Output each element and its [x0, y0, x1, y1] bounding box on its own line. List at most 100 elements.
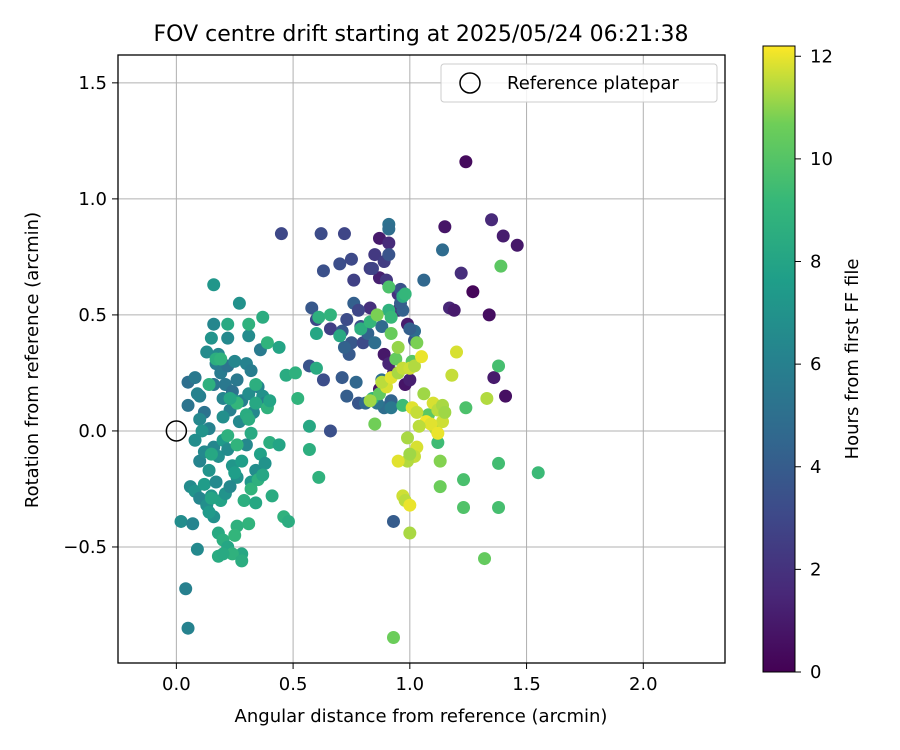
- data-point: [403, 526, 417, 540]
- colorbar-tick-label: 4: [810, 457, 821, 478]
- data-point: [386, 630, 400, 644]
- data-point: [482, 308, 496, 322]
- data-point: [478, 552, 492, 566]
- plot-frame: [117, 54, 726, 664]
- data-point: [174, 514, 188, 528]
- data-point: [433, 454, 447, 468]
- data-point: [265, 489, 279, 503]
- data-point: [272, 438, 286, 452]
- y-tick-label: 1.5: [78, 73, 107, 94]
- colorbar-tick-label: 10: [810, 149, 833, 170]
- y-tick-label: 0.0: [78, 421, 107, 442]
- data-point: [457, 473, 471, 487]
- data-point: [181, 398, 195, 412]
- data-point: [333, 329, 347, 343]
- colorbar-tick-label: 8: [810, 252, 821, 273]
- y-tick-label: 1.0: [78, 189, 107, 210]
- data-point: [291, 391, 305, 405]
- data-point: [492, 456, 506, 470]
- data-point: [433, 480, 447, 494]
- data-point: [204, 447, 218, 461]
- data-point: [382, 236, 396, 250]
- data-point: [347, 273, 361, 287]
- data-point: [181, 621, 195, 635]
- data-point: [256, 310, 270, 324]
- data-point: [179, 582, 193, 596]
- data-point: [487, 371, 501, 385]
- data-point: [335, 371, 349, 385]
- data-point: [312, 310, 326, 324]
- x-axis-label: Angular distance from reference (arcmin): [235, 706, 608, 727]
- data-point: [230, 438, 244, 452]
- colorbar-tick-label: 12: [810, 46, 833, 67]
- data-point: [188, 371, 202, 385]
- data-point: [288, 366, 302, 380]
- data-point: [410, 336, 424, 350]
- data-point: [195, 424, 209, 438]
- data-point: [228, 528, 242, 542]
- data-point: [375, 320, 389, 334]
- data-point: [403, 447, 417, 461]
- x-tick-label: 0.0: [162, 674, 191, 695]
- colorbar-tick-label: 6: [810, 354, 821, 375]
- data-point: [407, 359, 421, 373]
- data-point: [368, 248, 382, 262]
- data-point: [242, 412, 256, 426]
- data-point: [281, 514, 295, 528]
- data-point: [316, 373, 330, 387]
- data-point: [391, 454, 405, 468]
- data-point: [244, 426, 258, 440]
- data-point: [190, 387, 204, 401]
- data-point: [382, 248, 396, 262]
- data-point: [223, 480, 237, 494]
- data-point: [459, 155, 473, 169]
- data-point: [186, 517, 200, 531]
- data-point: [249, 396, 263, 410]
- data-point: [354, 322, 368, 336]
- legend-marker: [459, 72, 481, 94]
- data-point: [216, 410, 230, 424]
- data-point: [447, 303, 461, 317]
- data-point: [445, 368, 459, 382]
- data-point: [531, 466, 545, 480]
- data-point: [221, 317, 235, 331]
- data-point: [323, 322, 337, 336]
- data-point: [221, 331, 235, 345]
- data-point: [235, 454, 249, 468]
- data-point: [454, 266, 468, 280]
- data-point: [438, 405, 452, 419]
- y-tick-label: 0.5: [78, 305, 107, 326]
- data-point: [365, 261, 379, 275]
- data-point: [274, 227, 288, 241]
- data-point: [225, 547, 239, 561]
- data-point: [417, 387, 431, 401]
- data-point: [221, 429, 235, 443]
- y-axis-label: Rotation from reference (arcmin): [22, 212, 43, 508]
- data-point: [485, 213, 499, 227]
- data-point: [510, 238, 524, 252]
- data-point: [370, 308, 384, 322]
- data-point: [314, 227, 328, 241]
- legend: Reference platepar: [440, 63, 718, 103]
- data-point: [337, 340, 351, 354]
- data-point: [244, 364, 258, 378]
- data-point: [239, 438, 253, 452]
- y-tick-label: −0.5: [63, 537, 107, 558]
- data-point: [412, 419, 426, 433]
- data-point: [305, 301, 319, 315]
- data-point: [459, 401, 473, 415]
- data-point: [202, 463, 216, 477]
- data-points: [174, 155, 545, 644]
- x-tick-label: 0.5: [279, 674, 308, 695]
- data-point: [216, 547, 230, 561]
- data-point: [403, 322, 417, 336]
- data-point: [410, 405, 424, 419]
- data-point: [382, 280, 396, 294]
- data-point: [302, 443, 316, 457]
- data-point: [368, 336, 382, 350]
- data-point: [204, 491, 218, 505]
- data-point: [193, 412, 207, 426]
- data-point: [363, 394, 377, 408]
- data-point: [309, 361, 323, 375]
